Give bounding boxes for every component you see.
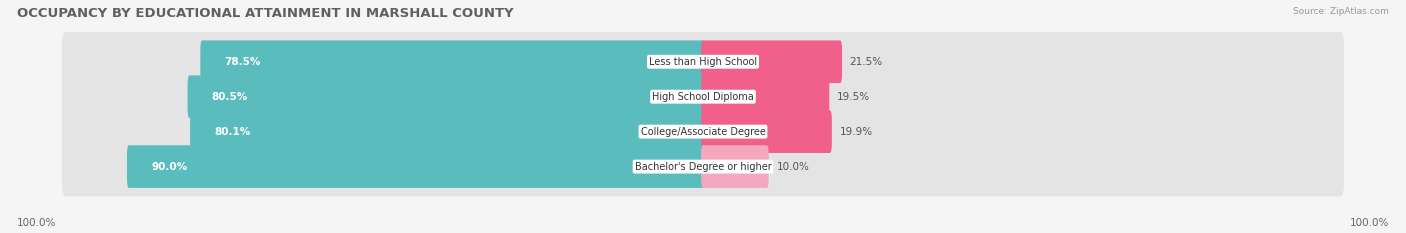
FancyBboxPatch shape — [62, 32, 1344, 92]
Text: 19.9%: 19.9% — [839, 127, 873, 137]
Text: Less than High School: Less than High School — [650, 57, 756, 67]
Text: 80.5%: 80.5% — [212, 92, 247, 102]
Text: Source: ZipAtlas.com: Source: ZipAtlas.com — [1294, 7, 1389, 16]
Text: OCCUPANCY BY EDUCATIONAL ATTAINMENT IN MARSHALL COUNTY: OCCUPANCY BY EDUCATIONAL ATTAINMENT IN M… — [17, 7, 513, 20]
FancyBboxPatch shape — [190, 110, 704, 153]
Text: Bachelor's Degree or higher: Bachelor's Degree or higher — [634, 162, 772, 171]
FancyBboxPatch shape — [62, 102, 1344, 161]
Text: 100.0%: 100.0% — [17, 218, 56, 228]
Text: 10.0%: 10.0% — [776, 162, 810, 171]
FancyBboxPatch shape — [702, 110, 832, 153]
FancyBboxPatch shape — [127, 145, 704, 188]
FancyBboxPatch shape — [187, 75, 704, 118]
FancyBboxPatch shape — [702, 75, 830, 118]
Text: High School Diploma: High School Diploma — [652, 92, 754, 102]
FancyBboxPatch shape — [702, 145, 769, 188]
FancyBboxPatch shape — [62, 137, 1344, 196]
FancyBboxPatch shape — [702, 41, 842, 83]
Text: 80.1%: 80.1% — [214, 127, 250, 137]
Text: 78.5%: 78.5% — [225, 57, 262, 67]
Text: College/Associate Degree: College/Associate Degree — [641, 127, 765, 137]
Text: 90.0%: 90.0% — [152, 162, 187, 171]
Text: 21.5%: 21.5% — [849, 57, 883, 67]
Text: 19.5%: 19.5% — [837, 92, 870, 102]
FancyBboxPatch shape — [200, 41, 704, 83]
FancyBboxPatch shape — [62, 67, 1344, 126]
Text: 100.0%: 100.0% — [1350, 218, 1389, 228]
